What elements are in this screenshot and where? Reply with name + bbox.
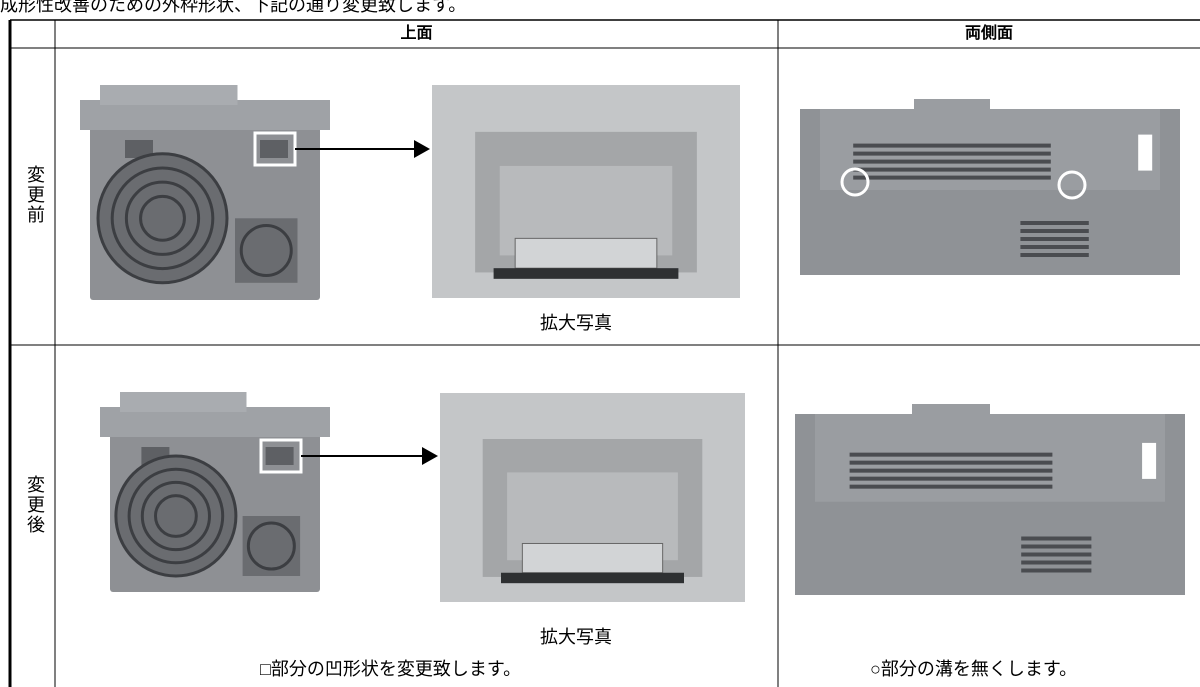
vent <box>1020 253 1089 257</box>
small-fan <box>242 516 301 576</box>
table-grid <box>8 19 1200 687</box>
vent <box>853 143 1051 148</box>
small-fan-ring <box>246 521 296 571</box>
fan-ring <box>114 454 238 578</box>
small-fan <box>235 218 298 283</box>
slot <box>125 140 153 158</box>
vent <box>849 452 1053 457</box>
zoom-tab <box>514 237 658 269</box>
row-label: 変更後 <box>25 475 45 535</box>
arrow-head <box>422 447 438 465</box>
row-label: 変更前 <box>25 165 45 225</box>
vent <box>849 476 1053 481</box>
header-top: 上面 <box>400 25 433 42</box>
inverter-lid <box>120 392 247 412</box>
mark-circle <box>1057 170 1087 200</box>
fan <box>98 153 227 283</box>
vent <box>1020 245 1089 249</box>
zoom-tab <box>521 542 664 574</box>
label-plate <box>1142 442 1157 479</box>
zoom-gap <box>493 268 679 279</box>
fan-ring <box>154 494 198 538</box>
vent <box>1021 536 1092 541</box>
fan-ring <box>124 180 201 256</box>
note: □部分の凹形状を変更致します。 <box>260 659 522 679</box>
vent <box>1020 221 1089 225</box>
vent <box>1021 544 1092 549</box>
fan-ring <box>127 467 225 565</box>
fan <box>115 456 236 576</box>
slot <box>265 447 294 465</box>
caption: 拡大写真 <box>540 313 612 333</box>
vent <box>1021 568 1092 573</box>
note: ○部分の溝を無くします。 <box>870 659 1078 679</box>
intro-text: 成形性改善のための外枠形状、下記の通り変更致します。 <box>0 0 467 15</box>
zoom-gap <box>501 572 684 584</box>
vent <box>853 167 1051 172</box>
vent <box>849 460 1053 465</box>
label-plate <box>1138 134 1153 171</box>
fan-ring <box>139 194 186 242</box>
inverter-lid <box>100 85 238 105</box>
vent <box>849 484 1053 489</box>
mark-circle <box>840 167 870 197</box>
small-fan-ring <box>239 224 293 278</box>
arrow-head <box>414 140 430 158</box>
vent <box>849 468 1053 473</box>
vent <box>853 175 1051 180</box>
vent <box>853 159 1051 164</box>
fan-ring <box>110 166 215 271</box>
vent <box>1020 229 1089 233</box>
slot <box>260 140 288 158</box>
vent <box>1020 237 1089 241</box>
side-tab <box>912 404 990 418</box>
caption: 拡大写真 <box>540 627 612 647</box>
side-tab <box>914 99 990 113</box>
vent <box>1021 552 1092 557</box>
vent <box>853 151 1051 156</box>
photos <box>80 85 1185 602</box>
fan-ring <box>140 480 211 552</box>
vent <box>1021 560 1092 565</box>
header-side: 両側面 <box>964 25 1013 42</box>
fan-ring <box>96 152 229 285</box>
